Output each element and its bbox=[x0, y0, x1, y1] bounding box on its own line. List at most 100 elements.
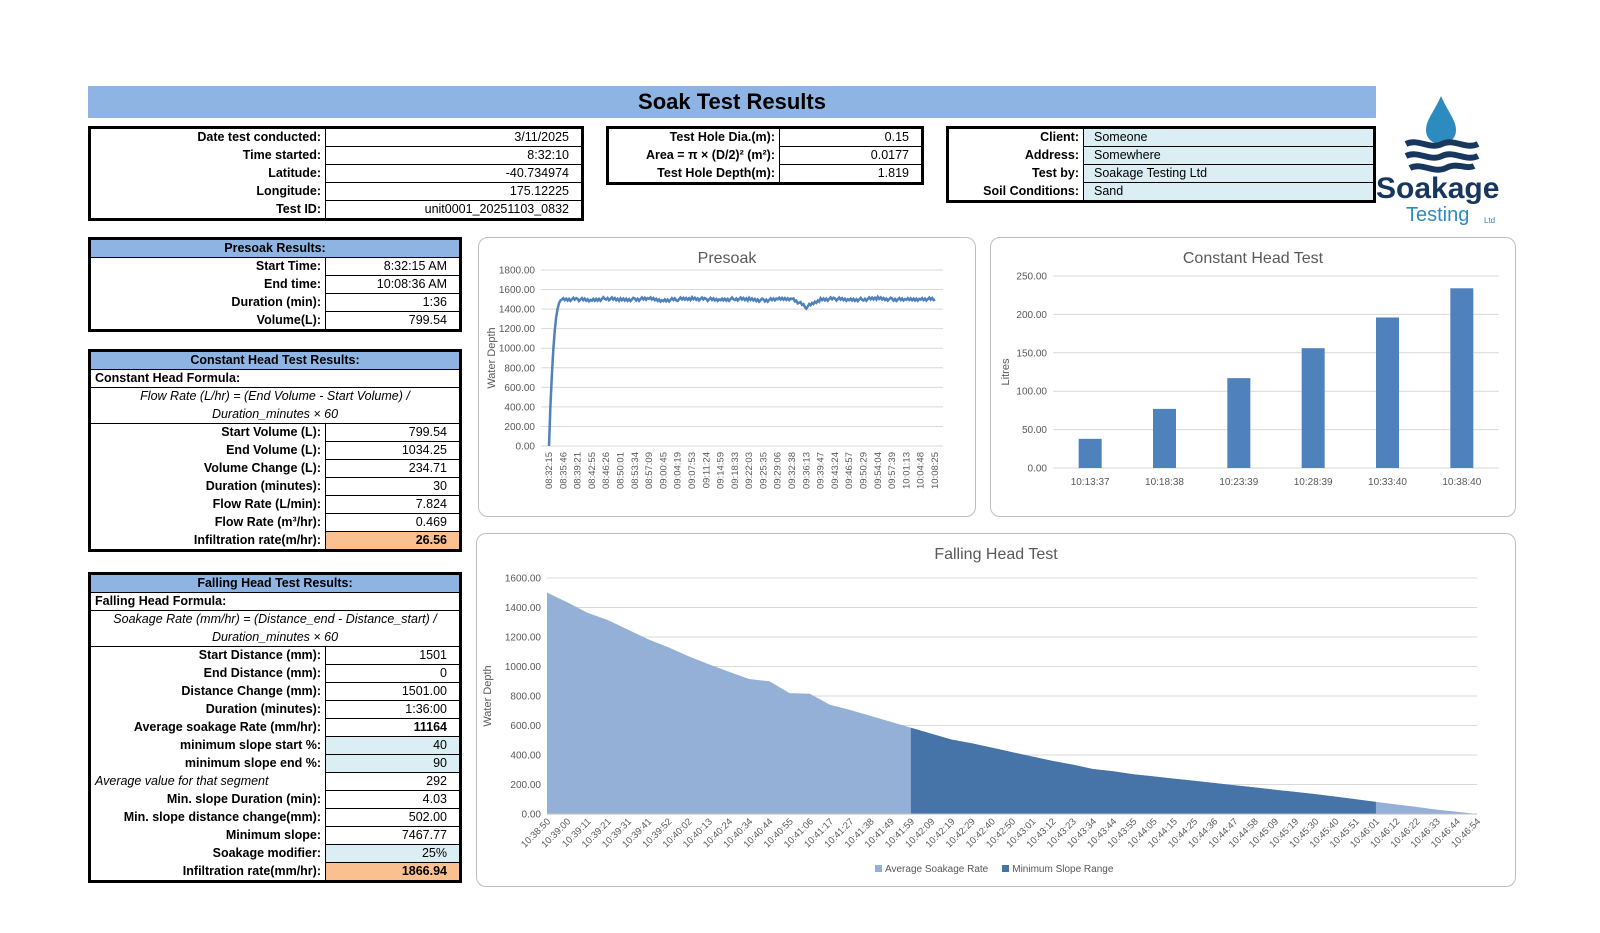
row-value: 1.819 bbox=[779, 164, 923, 184]
row-value: 0 bbox=[325, 664, 461, 683]
row-label: Duration (min): bbox=[231, 295, 321, 309]
table-row: End Distance (mm): 0 bbox=[90, 664, 461, 683]
table-row: Infiltration rate(mm/hr): 1866.94 bbox=[90, 862, 461, 882]
x-tick-label: 09:18:33 bbox=[730, 452, 741, 489]
y-tick-label: 1600.00 bbox=[499, 285, 536, 296]
row-label: minimum slope start %: bbox=[180, 738, 321, 752]
client-table: Client: Someone Address: Somewhere Test by: S… bbox=[946, 126, 1376, 203]
y-tick-label: 200.00 bbox=[510, 780, 541, 791]
x-tick-label: 10:01:13 bbox=[901, 452, 912, 489]
row-value: 292 bbox=[325, 772, 461, 791]
presoak-chart-title: Presoak bbox=[697, 250, 757, 267]
row-label: Start Time: bbox=[255, 259, 321, 274]
x-tick-label: 09:36:13 bbox=[801, 452, 812, 489]
formula-row: Soakage Rate (mm/hr) = (Distance_end - D… bbox=[89, 610, 461, 629]
y-tick-label: 600.00 bbox=[510, 721, 541, 732]
row-value: 25% bbox=[325, 844, 461, 863]
y-tick-label: 400.00 bbox=[504, 402, 535, 413]
table-row: Flow Rate (L/min): 7.824 bbox=[90, 495, 461, 514]
x-tick-label: 08:50:01 bbox=[615, 452, 626, 489]
formula-line-1: Flow Rate (L/hr) = (End Volume - Start V… bbox=[89, 387, 461, 406]
y-tick-label: 1200.00 bbox=[505, 633, 542, 644]
constant-head-chart-title: Constant Head Test bbox=[1182, 250, 1324, 267]
table-row: Time started: 8:32:10 bbox=[90, 146, 583, 165]
table-row: Test Hole Depth(m): 1.819 bbox=[608, 164, 923, 184]
table-header-row: Falling Head Test Results: bbox=[89, 573, 461, 593]
x-tick-label: 10:08:25 bbox=[930, 452, 941, 489]
row-label: Average soakage Rate (mm/hr): bbox=[133, 720, 321, 734]
presoak-chart-svg: 0.00 200.00 400.00 600.00 800.00 1000.00 1200.… bbox=[486, 266, 943, 489]
presoak-series-line bbox=[547, 294, 936, 447]
y-tick-label: 1400.00 bbox=[499, 305, 536, 316]
x-tick-label: 10:13:37 bbox=[1071, 477, 1110, 488]
row-value: 502.00 bbox=[325, 808, 461, 827]
x-tick-label: 10:23:39 bbox=[1219, 477, 1258, 488]
y-tick-label: 1800.00 bbox=[499, 266, 536, 277]
formula-row: Duration_minutes × 60 bbox=[89, 628, 461, 647]
x-tick-label: 08:46:26 bbox=[601, 452, 612, 489]
row-value: 90 bbox=[325, 754, 461, 773]
row-value: 1866.94 bbox=[325, 862, 461, 882]
row-label: Duration (minutes): bbox=[205, 479, 321, 493]
x-tick-label: 09:46:57 bbox=[844, 452, 855, 489]
legend-item-minimum: Minimum Slope Range bbox=[1002, 864, 1113, 875]
logo-text-ltd: Ltd bbox=[1484, 216, 1496, 225]
row-label: Infiltration rate(mm/hr): bbox=[182, 863, 321, 878]
y-tick-label: 1200.00 bbox=[499, 324, 536, 335]
row-value: 1:36 bbox=[325, 293, 461, 312]
section-header: Constant Head Test Results: bbox=[89, 350, 461, 370]
presoak-results-table: Presoak Results: Start Time: 8:32:15 AM End… bbox=[88, 237, 462, 332]
row-value: 3/11/2025 bbox=[325, 127, 583, 147]
row-label: End Volume (L): bbox=[226, 443, 321, 457]
x-tick-label: 08:42:55 bbox=[587, 452, 598, 489]
y-tick-label: 1000.00 bbox=[499, 344, 536, 355]
constant-head-results-table: Constant Head Test Results: Constant Head… bbox=[88, 349, 462, 552]
row-value: -40.734974 bbox=[325, 164, 583, 183]
y-tick-label: 0.00 bbox=[1028, 464, 1048, 475]
y-tick-label: 100.00 bbox=[1016, 387, 1047, 398]
row-label: Minimum slope: bbox=[225, 828, 321, 842]
y-axis-label: Water Depth bbox=[482, 665, 494, 726]
x-tick-label: 10:33:40 bbox=[1368, 477, 1407, 488]
table-row: Duration (min): 1:36 bbox=[90, 293, 461, 312]
row-label: Flow Rate (L/min): bbox=[212, 497, 321, 511]
y-tick-label: 250.00 bbox=[1016, 272, 1047, 283]
x-tick-label: 10:28:39 bbox=[1294, 477, 1333, 488]
table-row: Average value for that segment 292 bbox=[90, 772, 461, 791]
minimum-slope-area bbox=[910, 727, 1376, 814]
row-label: Duration (minutes): bbox=[205, 702, 321, 716]
formula-title: Constant Head Formula: bbox=[95, 371, 241, 385]
row-value: 26.56 bbox=[325, 531, 461, 551]
legend-swatch-minimum bbox=[1002, 865, 1010, 872]
row-label: Volume(L): bbox=[256, 312, 321, 327]
row-value: 4.03 bbox=[325, 790, 461, 809]
y-tick-label: 600.00 bbox=[504, 383, 535, 394]
table-row: Flow Rate (m³/hr): 0.469 bbox=[90, 513, 461, 532]
table-row: End Volume (L): 1034.25 bbox=[90, 441, 461, 460]
row-label: Address: bbox=[1024, 148, 1079, 162]
table-row: Soil Conditions: Sand bbox=[948, 182, 1375, 202]
section-header: Falling Head Test Results: bbox=[89, 573, 461, 593]
table-row: End time: 10:08:36 AM bbox=[90, 275, 461, 294]
x-tick-label: 09:29:06 bbox=[773, 452, 784, 489]
x-tick-label: 09:14:59 bbox=[716, 452, 727, 489]
row-value: 11164 bbox=[325, 718, 461, 737]
row-label: Test Hole Depth(m): bbox=[657, 165, 775, 180]
y-tick-label: 400.00 bbox=[510, 751, 541, 762]
falling-head-chart-svg: 0.00 200.00 400.00 600.00 800.00 1000.00 1200.… bbox=[482, 574, 1483, 851]
row-value: 234.71 bbox=[325, 459, 461, 478]
row-value: 8:32:15 AM bbox=[325, 257, 461, 276]
table-row: Latitude: -40.734974 bbox=[90, 164, 583, 183]
table-row: Test Hole Dia.(m): 0.15 bbox=[608, 127, 923, 147]
falling-head-results-table: Falling Head Test Results: Falling Head F… bbox=[88, 572, 462, 883]
x-tick-label: 08:57:09 bbox=[644, 452, 655, 489]
x-tick-label: 09:32:38 bbox=[787, 452, 798, 489]
logo-text-soakage: Soakage bbox=[1376, 172, 1500, 205]
y-axis-label: Water Depth bbox=[486, 327, 498, 388]
bar bbox=[1078, 438, 1102, 468]
row-value: 7.824 bbox=[325, 495, 461, 514]
y-tick-label: 0.00 bbox=[522, 810, 542, 821]
formula-title-row: Falling Head Formula: bbox=[90, 593, 461, 611]
table-row: Start Distance (mm): 1501 bbox=[90, 646, 461, 665]
table-row: Volume Change (L): 234.71 bbox=[90, 459, 461, 478]
